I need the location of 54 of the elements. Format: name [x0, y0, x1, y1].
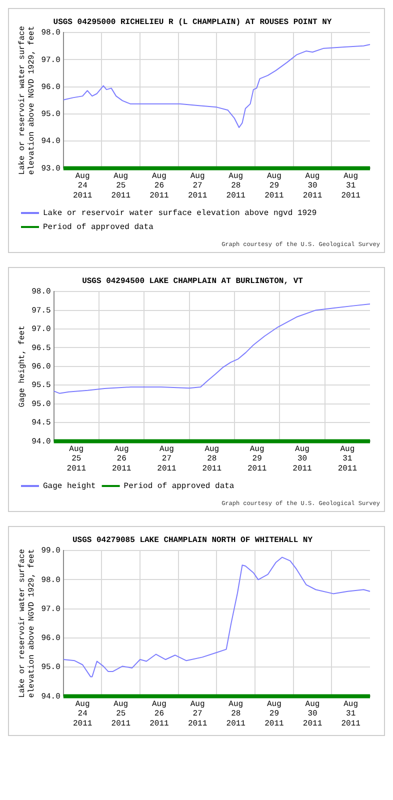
y-axis-title: Lake or reservoir water surface elevation above NGVD 1929, feet [18, 548, 37, 698]
y-tick-label: 93.0 [41, 164, 61, 174]
legend-label: Period of approved data [124, 482, 234, 492]
y-tick-label: 94.0 [41, 692, 61, 702]
y-tick-label: 95.0 [41, 110, 61, 120]
legend-label: Lake or reservoir water surface elevation above ngvd 1929 [43, 209, 317, 218]
y-tick-label: 95.5 [32, 381, 51, 390]
y-tick-label: 96.0 [41, 634, 61, 644]
x-tick-label: Aug 28 2011 [202, 445, 222, 474]
x-tick-label: Aug 25 2011 [111, 700, 131, 728]
y-tick-label: 98.0 [41, 576, 61, 585]
x-tick-label: Aug 30 2011 [292, 445, 312, 474]
x-tick-label: Aug 28 2011 [226, 700, 246, 728]
chart-title: USGS 04295000 RICHELIEU R (L CHAMPLAIN) AT ROUSES POINT NY [53, 18, 332, 27]
x-tick-label: Aug 31 2011 [338, 445, 358, 474]
x-tick-label: Aug 29 2011 [264, 172, 284, 200]
x-tick-label: Aug 27 2011 [188, 700, 208, 728]
x-tick-label: Aug 28 2011 [226, 172, 246, 200]
chart-title: USGS 04279085 LAKE CHAMPLAIN NORTH OF WHITEHALL NY [72, 536, 313, 545]
y-axis-title: Gage height, feet [18, 326, 27, 408]
chart-title: USGS 04294500 LAKE CHAMPLAIN AT BURLINGTON, VT [82, 276, 304, 286]
y-tick-label: 97.0 [32, 325, 51, 334]
x-tick-label: Aug 26 2011 [112, 445, 132, 474]
x-tick-label: Aug 25 2011 [66, 445, 86, 474]
y-axis-title: Lake or reservoir water surface elevation above NGVD 1929, feet [18, 26, 37, 175]
legend-label: Gage height [43, 482, 96, 492]
y-tick-label: 97.0 [41, 604, 61, 614]
x-tick-label: Aug 30 2011 [302, 700, 322, 728]
x-tick-label: Aug 24 2011 [72, 172, 92, 200]
legend-label: Period of approved data [43, 223, 154, 232]
x-tick-label: Aug 29 2011 [247, 445, 267, 474]
y-tick-label: 97.5 [32, 306, 51, 316]
x-tick-label: Aug 26 2011 [150, 700, 170, 728]
y-tick-label: 96.0 [32, 362, 51, 372]
y-tick-label: 96.0 [41, 82, 61, 92]
y-tick-label: 97.0 [41, 56, 61, 65]
x-tick-label: Aug 30 2011 [302, 172, 322, 200]
y-tick-label: 95.0 [32, 400, 51, 409]
y-tick-label: 94.0 [41, 137, 61, 146]
x-tick-label: Aug 29 2011 [264, 700, 284, 728]
y-tick-label: 99.0 [41, 546, 61, 556]
x-tick-label: Aug 25 2011 [111, 172, 131, 200]
x-tick-label: Aug 26 2011 [150, 172, 170, 200]
x-tick-label: Aug 24 2011 [72, 700, 92, 728]
y-tick-label: 98.0 [41, 28, 61, 38]
y-tick-label: 98.0 [32, 288, 51, 297]
x-tick-label: Aug 31 2011 [341, 172, 361, 200]
x-tick-label: Aug 27 2011 [188, 172, 208, 200]
y-tick-label: 95.0 [41, 663, 61, 672]
y-tick-label: 94.5 [32, 418, 51, 428]
y-tick-label: 94.0 [32, 437, 51, 446]
y-tick-label: 96.5 [32, 344, 51, 353]
x-tick-label: Aug 31 2011 [341, 700, 361, 728]
x-tick-label: Aug 27 2011 [157, 445, 177, 474]
